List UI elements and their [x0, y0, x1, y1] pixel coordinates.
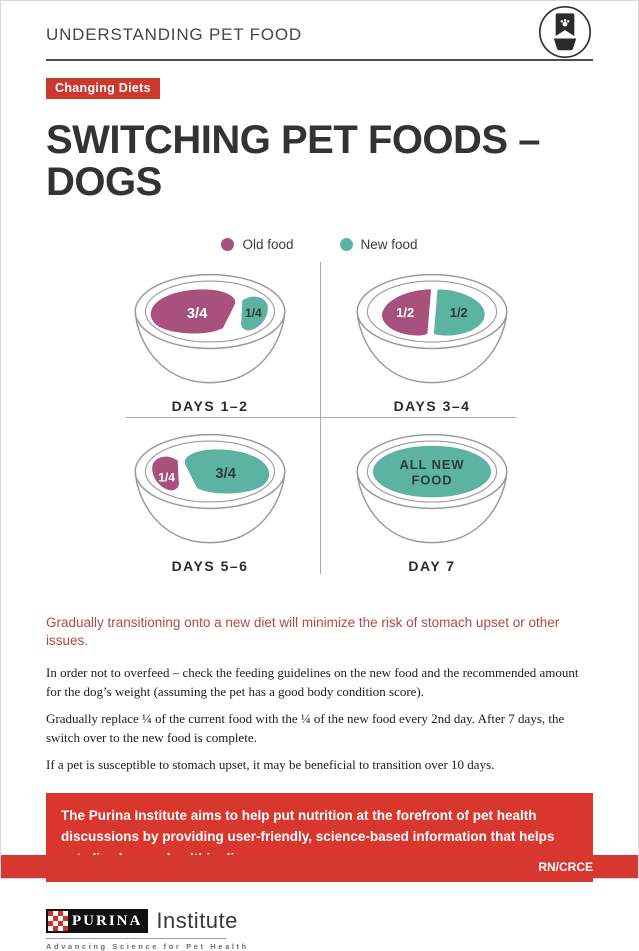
legend-item-new-food: New food	[339, 237, 418, 252]
fraction-old: 3/4	[187, 306, 208, 322]
intro-sentence: Gradually transitioning onto a new diet …	[46, 615, 560, 649]
bowl-days-5-6: 1/4 3/4 DAYS 5–6	[99, 424, 321, 584]
institute-wordmark: Institute	[156, 908, 238, 934]
legend: Old food New food	[1, 237, 638, 252]
old-food-dot-icon	[221, 238, 235, 251]
body-paragraphs: In order not to overfeed – check the fee…	[46, 664, 593, 774]
bowl-illustration-day-7: ALL NEW FOOD	[356, 433, 508, 544]
section-badge: Changing Diets	[46, 78, 160, 99]
fraction-new: 3/4	[215, 466, 236, 482]
purina-wordmark: PURINA	[72, 912, 143, 929]
new-food-dot-icon	[339, 238, 353, 251]
paragraph-replace-schedule: Gradually replace ¼ of the current food …	[46, 711, 565, 745]
logo-tagline: Advancing Science for Pet Health	[46, 938, 246, 951]
bowl-illustration-days-3-4: 1/2 1/2	[356, 273, 508, 384]
fraction-new: 1/4	[245, 306, 262, 320]
header-divider	[46, 59, 593, 61]
paragraph-sensitive-pets: If a pet is susceptible to stomach upset…	[46, 757, 495, 773]
legend-item-old-food: Old food	[221, 237, 294, 252]
footer-code: RN/CRCE	[538, 859, 593, 874]
header-title: UNDERSTANDING PET FOOD	[46, 25, 302, 44]
bowl-days-3-4: 1/2 1/2 DAYS 3–4	[321, 264, 543, 424]
bowl-label-days-3-4: DAYS 3–4	[393, 398, 471, 414]
all-new-food-line1: ALL NEW	[399, 457, 464, 472]
grid-divider-vertical	[320, 262, 321, 574]
header: UNDERSTANDING PET FOOD	[1, 1, 638, 59]
bowl-days-1-2: 3/4 1/4 DAYS 1–2	[99, 264, 321, 424]
fraction-new: 1/2	[450, 305, 468, 320]
footer-bar: RN/CRCE	[1, 855, 638, 878]
bowl-day-7: ALL NEW FOOD DAY 7	[321, 424, 543, 584]
bowl-label-days-5-6: DAYS 5–6	[171, 558, 249, 574]
grid-divider-horizontal	[126, 417, 516, 418]
bowl-illustration-days-1-2: 3/4 1/4	[134, 273, 286, 384]
fraction-old: 1/2	[396, 305, 414, 320]
page-title: SWITCHING PET FOODS – DOGS	[46, 118, 540, 204]
bowl-diagram-grid: 3/4 1/4 DAYS 1–2 1/2 1/2 DAYS 3–4	[99, 262, 543, 584]
fraction-old: 1/4	[158, 471, 175, 485]
purina-checkerboard-icon	[48, 911, 68, 932]
bowl-illustration-days-5-6: 1/4 3/4	[134, 433, 286, 544]
purina-institute-logo: PURINA Institute Advancing Science for P…	[46, 908, 246, 951]
pet-food-bag-bowl-icon	[537, 4, 593, 65]
paragraph-overfeed: In order not to overfeed – check the fee…	[46, 665, 579, 699]
legend-label-old: Old food	[242, 237, 294, 252]
bowl-label-days-1-2: DAYS 1–2	[171, 398, 249, 414]
all-new-food-line2: FOOD	[412, 472, 453, 487]
bowl-label-day-7: DAY 7	[408, 558, 456, 574]
legend-label-new: New food	[360, 237, 418, 252]
purina-logo-box: PURINA	[46, 909, 149, 934]
